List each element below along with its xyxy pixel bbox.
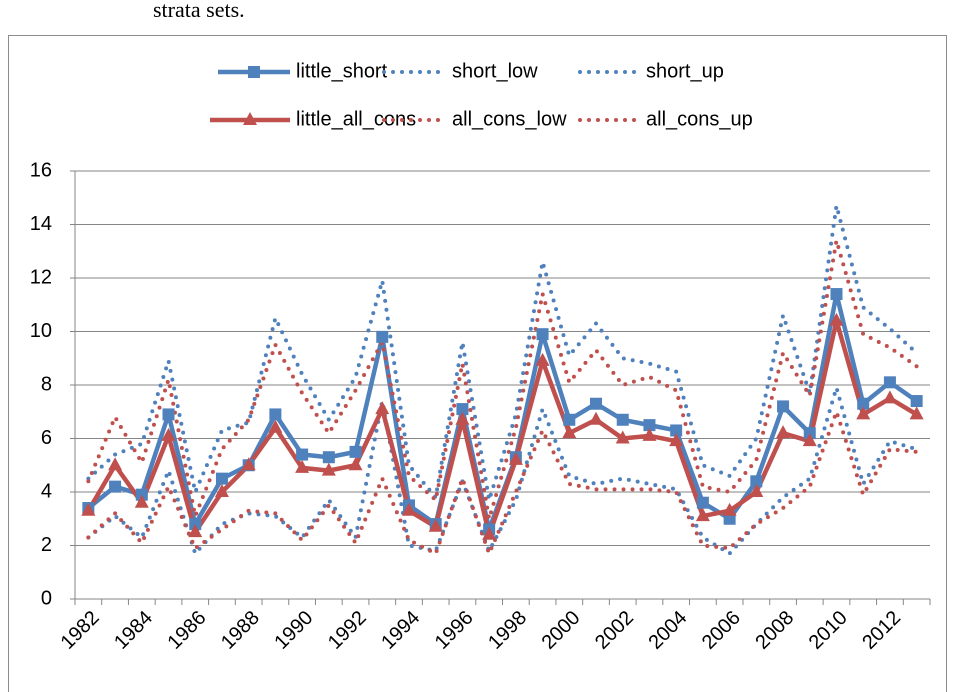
marker (723, 512, 736, 525)
y-tick-label: 16 (30, 159, 52, 181)
marker (401, 502, 416, 516)
x-tick-label: 2008 (751, 607, 798, 654)
legend-label: all_cons_up (646, 108, 753, 130)
marker (696, 496, 709, 509)
series-line (86, 409, 919, 556)
marker (750, 475, 763, 488)
series-line (86, 318, 918, 538)
y-tick-label: 6 (41, 427, 52, 449)
marker (215, 472, 228, 485)
x-tick-label: 1990 (270, 607, 317, 654)
marker (214, 484, 229, 497)
x-tick-label: 2012 (858, 607, 905, 654)
legend-label: little_all_cons (296, 108, 416, 130)
marker (482, 526, 497, 540)
series-line (86, 385, 919, 556)
marker (883, 376, 896, 389)
y-tick-label: 12 (30, 266, 52, 288)
marker (295, 459, 310, 473)
marker (882, 390, 897, 404)
legend-label: little_short (296, 60, 388, 82)
marker (322, 451, 335, 464)
x-tick-label: 2010 (805, 607, 852, 654)
marker (669, 433, 684, 447)
marker (135, 488, 148, 501)
marker (348, 457, 363, 471)
marker (616, 413, 629, 426)
marker (268, 419, 283, 433)
y-tick-label: 14 (30, 213, 52, 235)
marker (349, 445, 362, 458)
legend-label: short_up (646, 60, 724, 82)
x-tick-label: 1996 (431, 607, 478, 654)
marker (109, 480, 122, 493)
marker (776, 425, 791, 439)
marker (856, 406, 871, 420)
marker (642, 427, 657, 441)
marker (829, 312, 844, 326)
marker (161, 427, 176, 441)
marker (428, 518, 443, 532)
marker (189, 518, 202, 531)
marker (269, 408, 282, 421)
x-tick-label: 1998 (484, 607, 531, 654)
x-tick-label: 1992 (324, 607, 371, 654)
marker (536, 328, 549, 341)
series-line (86, 238, 919, 521)
y-tick-label: 4 (41, 480, 52, 502)
marker (376, 330, 389, 343)
marker (241, 457, 256, 471)
marker (563, 413, 576, 426)
x-tick-label: 1986 (163, 607, 210, 654)
marker (81, 502, 96, 516)
marker (830, 288, 843, 301)
marker (296, 448, 309, 461)
marker (910, 395, 923, 408)
y-tick-label: 0 (41, 587, 52, 609)
legend-label: short_low (452, 60, 538, 82)
marker (508, 451, 523, 465)
x-tick-label: 1982 (57, 607, 104, 654)
marker (562, 425, 577, 439)
y-tick-label: 8 (41, 373, 52, 395)
marker (590, 397, 603, 410)
legend-label: all_cons_low (452, 108, 567, 130)
marker (456, 403, 469, 416)
marker (722, 502, 737, 516)
marker (803, 427, 816, 440)
marker (777, 400, 790, 413)
marker (670, 424, 683, 437)
marker (589, 411, 604, 425)
x-tick-label: 2004 (644, 607, 691, 654)
marker (643, 419, 656, 432)
x-tick-label: 2002 (591, 607, 638, 654)
marker (695, 508, 710, 522)
marker (857, 397, 870, 410)
marker (162, 408, 175, 421)
x-tick-label: 2006 (698, 607, 745, 654)
y-tick-label: 2 (41, 534, 52, 556)
marker (108, 457, 123, 471)
x-tick-label: 1988 (217, 607, 264, 654)
x-tick-label: 2000 (538, 607, 585, 654)
marker (321, 462, 336, 476)
marker (375, 401, 390, 415)
marker (455, 411, 470, 425)
marker (749, 484, 764, 497)
marker (909, 406, 924, 420)
marker (134, 494, 149, 508)
y-tick-label: 10 (30, 320, 52, 342)
marker (615, 430, 630, 444)
x-tick-label: 1994 (377, 607, 424, 654)
chart-frame (8, 35, 947, 692)
x-tick-label: 1984 (110, 607, 157, 654)
legend-marker (243, 112, 257, 125)
series-line (86, 203, 919, 503)
marker (802, 433, 817, 447)
marker (535, 352, 550, 366)
caption: strata sets. (153, 0, 245, 22)
marker (188, 524, 203, 538)
legend-marker (248, 66, 260, 78)
